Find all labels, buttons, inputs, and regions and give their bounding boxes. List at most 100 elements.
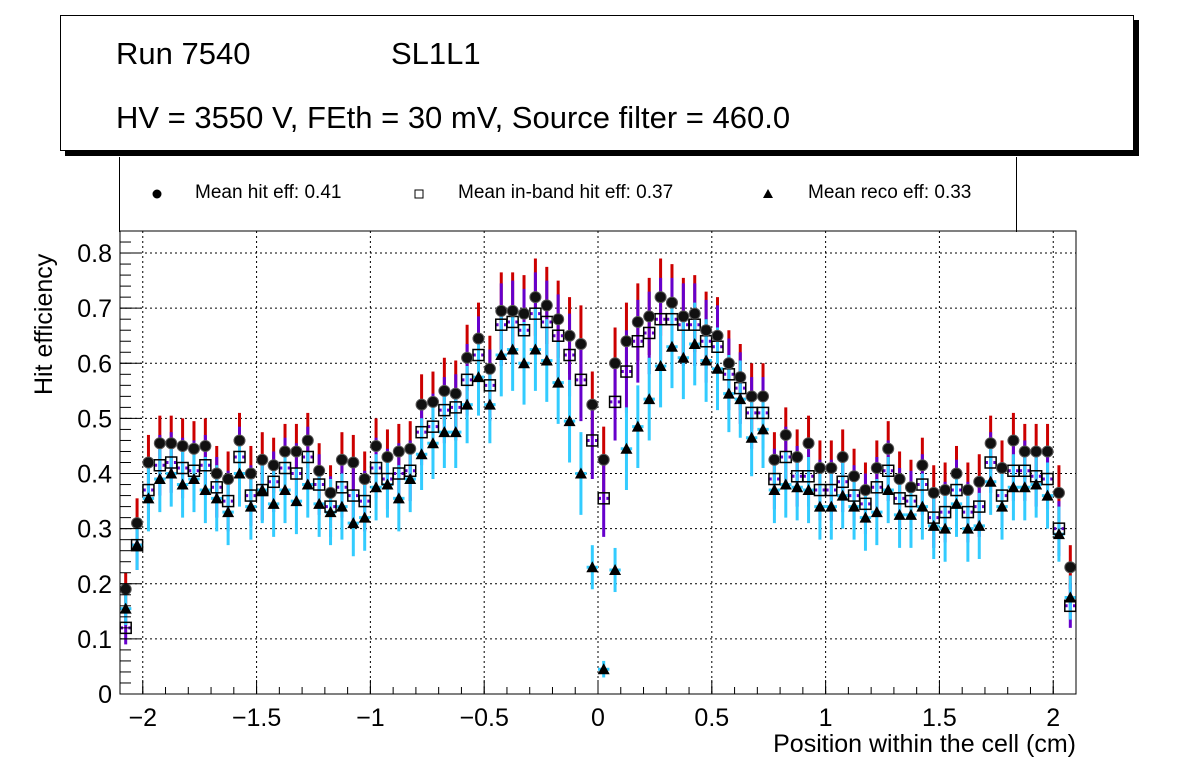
markers (119, 291, 1077, 675)
hit-eff-point (563, 329, 576, 342)
reco-eff-point (813, 500, 826, 512)
inband-eff-point (529, 307, 542, 320)
inband-eff-point (995, 489, 1009, 502)
reco-eff-point (950, 497, 963, 509)
legend-square-marker (414, 189, 424, 199)
reco-eff-point (848, 500, 861, 512)
reco-eff-point (597, 663, 610, 675)
reco-eff-point (495, 349, 508, 361)
inband-eff-point (415, 425, 428, 439)
hit-eff-point (984, 437, 997, 450)
inband-eff-point (734, 381, 747, 395)
inband-eff-point (551, 329, 565, 342)
inband-eff-point (688, 318, 701, 331)
inband-eff-point (790, 470, 804, 483)
hit-eff-point (279, 445, 292, 458)
inband-eff-point (256, 483, 269, 497)
inband-eff-point (745, 406, 758, 420)
inband-eff-point (597, 492, 610, 505)
reco-eff-point (757, 423, 770, 435)
inband-eff-point (984, 456, 997, 469)
y-axis-title: Hit efficiency (30, 253, 58, 395)
hit-eff-point (529, 291, 542, 304)
reco-eff-point (244, 500, 257, 512)
inband-eff-point (403, 464, 417, 478)
reco-eff-point (267, 497, 280, 509)
reco-eff-point (700, 354, 713, 366)
inband-eff-point (574, 373, 588, 387)
hit-eff-point (313, 464, 326, 477)
title-box: Run 7540 SL1L1 HV = 3550 V, FEth = 30 mV… (60, 15, 1134, 151)
hit-eff-point (153, 437, 166, 450)
reco-eff-point (1041, 489, 1054, 501)
inband-eff-point (460, 373, 474, 387)
hit-eff-point (688, 307, 701, 320)
inband-eff-point (699, 334, 713, 348)
hit-eff-point (301, 434, 314, 447)
inband-eff-point (756, 406, 770, 420)
inband-eff-point (631, 334, 645, 348)
inband-eff-point (301, 450, 315, 464)
hit-eff-point (757, 390, 770, 403)
reco-eff-point (506, 343, 519, 355)
reco-eff-point (404, 473, 417, 485)
inband-eff-point (1041, 472, 1054, 486)
hit-eff-point (438, 384, 451, 397)
y-tick-label: 0.3 (77, 516, 112, 544)
inband-eff-point (495, 318, 508, 331)
inband-eff-point (221, 494, 235, 508)
hit-eff-point (415, 398, 428, 411)
y-tick-label: 0.5 (77, 405, 112, 433)
legend: Mean hit eff: 0.41 Mean in-band hit eff:… (119, 157, 1017, 232)
hit-eff-point (802, 437, 815, 450)
hit-eff-point (779, 428, 792, 441)
reco-eff-point (222, 506, 235, 518)
inband-eff-point (870, 481, 884, 494)
reco-eff-point (233, 467, 246, 479)
hit-eff-point (745, 390, 758, 403)
reco-eff-point (609, 563, 622, 575)
y-tick-label: 0.1 (77, 626, 112, 654)
inband-eff-point (711, 340, 724, 353)
legend-triangle-marker (763, 189, 773, 198)
x-tick-label: 2 (1046, 704, 1060, 732)
inband-eff-point (927, 511, 940, 524)
hit-eff-point (677, 310, 690, 323)
inband-eff-point (483, 379, 497, 392)
reco-eff-point (631, 420, 644, 432)
hit-eff-point (700, 324, 713, 337)
inband-eff-point (847, 489, 861, 502)
reco-eff-point (210, 492, 223, 504)
inband-eff-point (153, 459, 167, 472)
reco-eff-point (643, 393, 656, 405)
reco-eff-point (574, 467, 587, 479)
reco-eff-point (927, 519, 940, 531)
reco-eff-point (722, 387, 735, 399)
hit-eff-point (472, 332, 485, 345)
hit-eff-point (347, 456, 360, 469)
inband-eff-point (802, 470, 815, 483)
hit-eff-point (825, 462, 838, 475)
y-tick-label: 0.4 (77, 461, 112, 489)
reco-eff-point (984, 475, 997, 487)
hit-eff-point (176, 439, 189, 452)
hit-eff-point (893, 473, 906, 486)
hit-eff-point (791, 450, 804, 463)
reco-eff-point (153, 473, 166, 485)
inband-eff-point (768, 472, 781, 486)
hit-eff-point (1052, 486, 1065, 499)
hit-eff-point (665, 296, 678, 309)
inband-eff-point (563, 348, 576, 362)
inband-eff-point (130, 538, 144, 552)
hit-eff-point (1030, 445, 1043, 458)
inband-eff-point (665, 312, 679, 326)
inband-eff-point (517, 323, 531, 337)
hit-eff-point (574, 337, 587, 350)
hit-eff-point (961, 484, 974, 497)
inband-eff-point (1064, 599, 1077, 613)
x-tick-label: 0 (591, 704, 605, 732)
inband-eff-point (1007, 464, 1020, 478)
hit-eff-point (609, 357, 622, 370)
reco-eff-point (904, 508, 917, 520)
